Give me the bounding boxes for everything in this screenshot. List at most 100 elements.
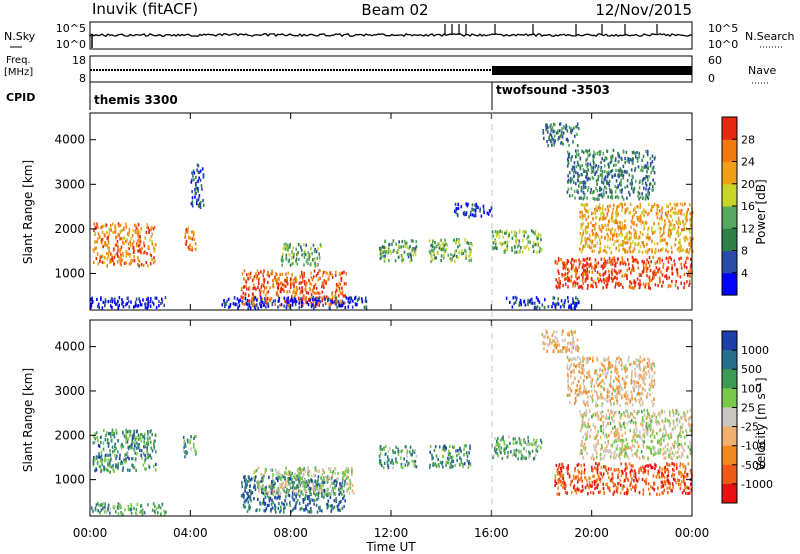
power-echo (145, 260, 148, 265)
power-echo (672, 211, 674, 215)
vel-echo (581, 479, 583, 483)
vel-echo (463, 444, 466, 448)
power-echo (645, 187, 647, 191)
power-echo (455, 210, 457, 214)
power-echo (501, 230, 503, 234)
power-echo (575, 266, 577, 270)
vel-echo (261, 477, 263, 481)
power-echo (324, 302, 327, 306)
vel-echo (631, 469, 634, 473)
vel-echo (301, 476, 303, 480)
power-echo (304, 287, 307, 291)
vel-echo (103, 459, 106, 463)
power-echo (117, 254, 119, 258)
power-echo (404, 242, 407, 246)
vel-echo (308, 497, 311, 502)
power-echo (506, 248, 508, 252)
power-echo (276, 277, 279, 281)
power-echo (446, 243, 448, 247)
power-echo (680, 266, 683, 270)
power-echo (655, 250, 657, 254)
power-echo (152, 261, 155, 265)
vel-echo (297, 483, 299, 487)
power-echo (384, 246, 387, 250)
vel-echo (593, 482, 596, 486)
vel-echo (135, 441, 138, 445)
power-echo (607, 209, 610, 213)
power-echo (235, 302, 238, 306)
power-echo (338, 303, 341, 307)
power-echo (406, 252, 409, 257)
power-echo (584, 242, 587, 246)
power-echo (643, 213, 645, 217)
vel-echo (254, 478, 256, 482)
vel-echo (314, 468, 317, 472)
power-echo (572, 282, 574, 286)
power-echo (123, 236, 126, 240)
power-echo (586, 157, 589, 161)
vel-echo (507, 451, 509, 455)
power-echo (624, 160, 626, 165)
power-echo (519, 301, 521, 305)
vel-echo (284, 471, 286, 475)
vel-echo (107, 506, 109, 510)
power-echo (300, 281, 303, 285)
power-echo (355, 303, 357, 307)
power-echo (617, 184, 619, 188)
power-echo (592, 159, 595, 163)
vel-echo (556, 469, 559, 474)
vel-echo (466, 459, 469, 463)
power-echo (613, 163, 615, 167)
vel-echo (684, 468, 687, 472)
vel-echo (583, 471, 586, 475)
power-echo (465, 254, 467, 258)
power-echo (344, 306, 347, 310)
vel-echo (131, 438, 133, 442)
power-echo (617, 169, 620, 173)
vel-echo (668, 463, 671, 467)
power-echo (592, 169, 594, 174)
power-echo (571, 194, 574, 198)
vel-echo (592, 491, 595, 495)
vel-echo (562, 465, 565, 469)
power-echo (659, 248, 662, 252)
power-echo (248, 286, 251, 290)
power-echo (264, 293, 267, 297)
vel-echo (147, 430, 149, 434)
power-echo (605, 186, 608, 190)
power-echo (275, 273, 277, 277)
power-echo (247, 276, 249, 280)
power-echo (552, 296, 554, 300)
vel-echo (397, 453, 400, 457)
vel-echo (255, 508, 257, 513)
vel-echo (539, 446, 542, 450)
power-echo (685, 257, 688, 261)
power-echo (122, 240, 124, 244)
power-echo (263, 279, 265, 283)
vel-echo (494, 450, 497, 454)
power-echo (620, 178, 622, 182)
vel-echo (513, 449, 516, 453)
power-echo (563, 260, 566, 265)
power-echo (577, 149, 579, 153)
vel-echo (660, 480, 663, 484)
power-echo (642, 196, 644, 200)
power-echo (572, 180, 575, 184)
power-echo (288, 253, 291, 257)
power-echo (106, 257, 109, 261)
vel-echo (671, 442, 674, 446)
vel-echo (619, 447, 622, 451)
power-echo (328, 306, 331, 310)
power-echo (613, 258, 616, 262)
vel-echo (115, 428, 117, 432)
power-echo (285, 272, 287, 276)
vel-echo (690, 423, 693, 427)
power-echo (327, 299, 329, 303)
power-echo (661, 248, 663, 252)
power-echo (614, 264, 616, 268)
power-echo (233, 296, 236, 300)
vel-echo (569, 483, 572, 487)
vel-echo (103, 465, 105, 469)
vel-echo (560, 469, 563, 473)
